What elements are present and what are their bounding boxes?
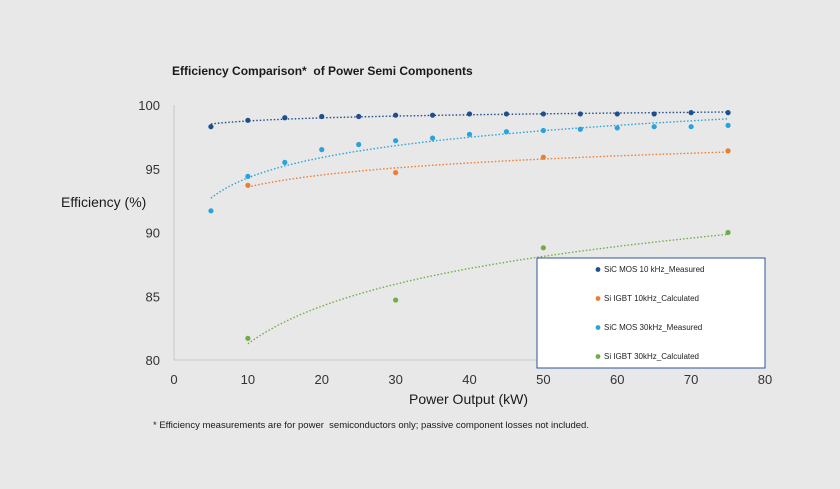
y-tick-label: 100 <box>138 98 160 113</box>
data-point-series-4 <box>540 245 546 251</box>
data-point-series-1 <box>208 124 214 130</box>
legend-entry: Si IGBT 10kHz_Calculated <box>604 294 699 303</box>
data-point-series-1 <box>540 111 546 117</box>
x-tick-label: 40 <box>462 372 476 387</box>
legend-marker <box>595 296 601 301</box>
legend-marker <box>595 267 601 272</box>
data-point-series-1 <box>466 111 473 117</box>
x-tick-label: 70 <box>684 372 698 387</box>
x-tick-label: 10 <box>241 372 255 387</box>
data-point-series-3 <box>282 159 288 165</box>
data-point-series-3 <box>725 122 731 128</box>
footnote: * Efficiency measurements are for power … <box>153 420 589 431</box>
y-tick-label: 85 <box>146 289 160 304</box>
trendline-series-2 <box>247 151 729 188</box>
data-point-series-2 <box>540 154 546 160</box>
x-tick-label: 0 <box>170 372 177 387</box>
legend-entry: Si IGBT 30kHz_Calculated <box>604 352 699 361</box>
data-point-series-1 <box>503 111 510 117</box>
data-point-series-3 <box>319 147 325 153</box>
data-point-series-1 <box>319 113 325 120</box>
data-point-series-4 <box>245 335 251 341</box>
data-point-series-3 <box>429 135 436 141</box>
data-point-series-3 <box>208 208 214 214</box>
y-tick-label: 90 <box>146 226 160 241</box>
x-tick-label: 60 <box>610 372 624 387</box>
x-tick-label: 50 <box>536 372 550 387</box>
data-point-series-3 <box>245 173 251 179</box>
x-tick-label: 20 <box>315 372 329 387</box>
data-point-series-3 <box>688 124 694 130</box>
x-tick-label: 80 <box>758 372 772 387</box>
trendline-series-1 <box>210 111 729 125</box>
trendline-series-3 <box>210 118 729 199</box>
chart-title: Efficiency Comparison* of Power Semi Com… <box>172 64 473 78</box>
data-point-series-4 <box>725 229 731 236</box>
y-tick-label: 95 <box>146 162 160 177</box>
data-point-series-3 <box>614 125 620 131</box>
data-point-series-3 <box>466 131 473 137</box>
data-point-series-3 <box>651 124 657 130</box>
data-point-series-3 <box>356 141 362 148</box>
x-axis-label: Power Output (kW) <box>409 391 528 407</box>
legend-marker <box>595 325 601 330</box>
data-point-series-3 <box>503 129 510 135</box>
data-point-series-3 <box>540 127 546 134</box>
data-point-series-2 <box>725 148 731 154</box>
data-point-series-2 <box>393 169 399 176</box>
data-point-series-1 <box>614 111 620 117</box>
data-point-series-1 <box>429 112 436 118</box>
data-point-series-1 <box>688 110 694 116</box>
data-point-series-3 <box>577 126 583 132</box>
data-point-series-1 <box>393 112 399 118</box>
data-point-series-1 <box>651 111 657 117</box>
x-tick-label: 30 <box>388 372 402 387</box>
y-tick-label: 80 <box>146 353 160 368</box>
legend-box <box>536 257 766 369</box>
data-point-series-2 <box>245 182 251 188</box>
legend-entry: SiC MOS 30kHz_Measured <box>604 323 702 332</box>
data-point-series-1 <box>245 117 251 123</box>
data-point-series-4 <box>393 297 399 303</box>
data-point-series-1 <box>282 115 288 121</box>
data-point-series-1 <box>356 113 362 120</box>
y-axis-label: Efficiency (%) <box>61 194 146 210</box>
data-point-series-1 <box>725 110 731 116</box>
data-point-series-1 <box>577 111 583 117</box>
legend-entry: SiC MOS 10 kHz_Measured <box>604 265 704 274</box>
data-point-series-3 <box>393 138 399 144</box>
legend-marker <box>595 354 601 359</box>
